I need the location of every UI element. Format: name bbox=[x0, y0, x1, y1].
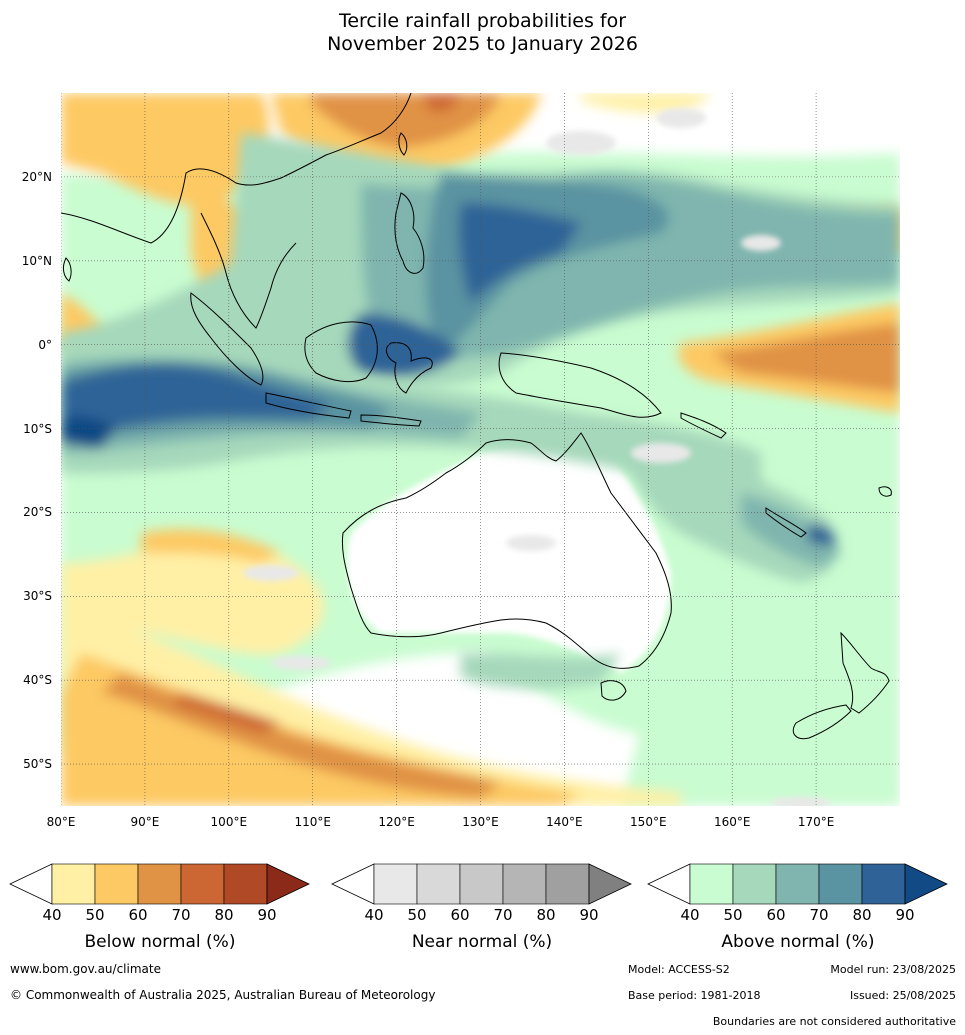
lat-label-7: 50°S bbox=[23, 757, 52, 772]
colorbar-near-title: Near normal (%) bbox=[411, 932, 553, 952]
lat-label-5: 30°S bbox=[23, 589, 52, 604]
colorbar-below-tick-4: 80 bbox=[214, 906, 234, 924]
website-link[interactable]: www.bom.gov.au/climate bbox=[10, 962, 161, 976]
colorbar-below-low-extend bbox=[9, 863, 53, 905]
colorbar-above-swatch-3 bbox=[818, 863, 863, 905]
map-gridlines bbox=[61, 93, 900, 806]
rainfall-probability-map bbox=[61, 93, 900, 806]
colorbar-above-tick-4: 80 bbox=[852, 906, 872, 924]
lon-label-5: 130°E bbox=[462, 815, 499, 829]
chart-title: Tercile rainfall probabilities for Novem… bbox=[0, 10, 965, 56]
title-line-1: Tercile rainfall probabilities for bbox=[338, 10, 627, 32]
colorbar-below-tick-2: 60 bbox=[128, 906, 148, 924]
colorbar-above-high-extend bbox=[904, 863, 948, 905]
lon-label-1: 90°E bbox=[130, 815, 160, 829]
colorbar-near-swatch-2 bbox=[459, 863, 504, 905]
colorbar-above-normal bbox=[647, 862, 948, 908]
lat-label-1: 10°N bbox=[21, 253, 52, 268]
colorbar-near-tick-5: 90 bbox=[579, 906, 599, 924]
coastlines bbox=[61, 93, 892, 740]
lon-label-8: 160°E bbox=[713, 815, 751, 829]
base-period: Base period: 1981-2018 bbox=[628, 989, 761, 1002]
colorbar-below-swatches bbox=[9, 863, 310, 905]
copyright-text: © Commonwealth of Australia 2025, Austra… bbox=[10, 988, 436, 1002]
title-line-2: November 2025 to January 2026 bbox=[327, 33, 638, 55]
model-run-date: Model run: 23/08/2025 bbox=[830, 963, 956, 976]
colorbar-near-swatch-0 bbox=[373, 863, 418, 905]
map-canvas bbox=[61, 93, 900, 806]
colorbar-near-low-extend bbox=[331, 863, 375, 905]
colorbar-below-title: Below normal (%) bbox=[84, 932, 236, 952]
colorbar-above-swatch-2 bbox=[775, 863, 820, 905]
colorbar-above-tick-2: 60 bbox=[766, 906, 786, 924]
colorbar-near-swatches bbox=[331, 863, 632, 905]
colorbar-below-tick-5: 90 bbox=[257, 906, 277, 924]
colorbar-below-tick-1: 50 bbox=[85, 906, 105, 924]
lat-label-6: 40°S bbox=[23, 673, 52, 688]
colorbar-below-swatch-4 bbox=[223, 863, 268, 905]
colorbar-below-swatch-1 bbox=[94, 863, 139, 905]
boundaries-disclaimer: Boundaries are not considered authoritat… bbox=[712, 1015, 956, 1028]
colorbar-above-swatch-0 bbox=[689, 863, 734, 905]
probability-field bbox=[61, 93, 900, 806]
colorbar-near-swatch-4 bbox=[545, 863, 590, 905]
colorbar-near-swatch-1 bbox=[416, 863, 461, 905]
colorbar-near-normal bbox=[331, 862, 632, 908]
colorbar-near-swatch-3 bbox=[502, 863, 547, 905]
issued-date: Issued: 25/08/2025 bbox=[849, 989, 956, 1002]
colorbar-below-tick-3: 70 bbox=[171, 906, 191, 924]
colorbar-near-tick-1: 50 bbox=[407, 906, 427, 924]
colorbar-above-tick-1: 50 bbox=[723, 906, 743, 924]
colorbar-near-tick-2: 60 bbox=[450, 906, 470, 924]
colorbar-below-swatch-0 bbox=[51, 863, 96, 905]
lat-label-2: 0° bbox=[38, 337, 52, 352]
colorbar-above-tick-5: 90 bbox=[895, 906, 915, 924]
colorbar-near-tick-3: 70 bbox=[493, 906, 513, 924]
colorbar-above-swatches bbox=[647, 863, 948, 905]
colorbar-below-normal bbox=[9, 862, 310, 908]
lon-label-3: 110°E bbox=[294, 815, 331, 829]
colorbar-below-high-extend bbox=[266, 863, 310, 905]
lon-label-2: 100°E bbox=[210, 815, 248, 829]
lat-label-4: 20°S bbox=[23, 505, 52, 520]
lon-label-9: 170°E bbox=[797, 815, 835, 829]
colorbar-above-swatch-1 bbox=[732, 863, 777, 905]
colorbar-above-tick-0: 40 bbox=[680, 906, 700, 924]
lon-label-7: 150°E bbox=[630, 815, 667, 829]
colorbar-above-swatch-4 bbox=[861, 863, 906, 905]
colorbar-above-low-extend bbox=[647, 863, 691, 905]
lat-label-3: 10°S bbox=[23, 421, 52, 436]
colorbar-above-title: Above normal (%) bbox=[721, 932, 875, 952]
lat-label-0: 20°N bbox=[21, 169, 52, 184]
lon-label-0: 80°E bbox=[46, 815, 76, 829]
colorbar-above-tick-3: 70 bbox=[809, 906, 829, 924]
colorbar-near-tick-0: 40 bbox=[364, 906, 384, 924]
lon-label-4: 120°E bbox=[378, 815, 415, 829]
lon-label-6: 140°E bbox=[546, 815, 583, 829]
colorbar-near-tick-4: 80 bbox=[536, 906, 556, 924]
colorbar-near-high-extend bbox=[588, 863, 632, 905]
model-name: Model: ACCESS-S2 bbox=[628, 963, 730, 976]
colorbar-below-swatch-3 bbox=[180, 863, 225, 905]
colorbar-below-tick-0: 40 bbox=[42, 906, 62, 924]
colorbar-below-swatch-2 bbox=[137, 863, 182, 905]
